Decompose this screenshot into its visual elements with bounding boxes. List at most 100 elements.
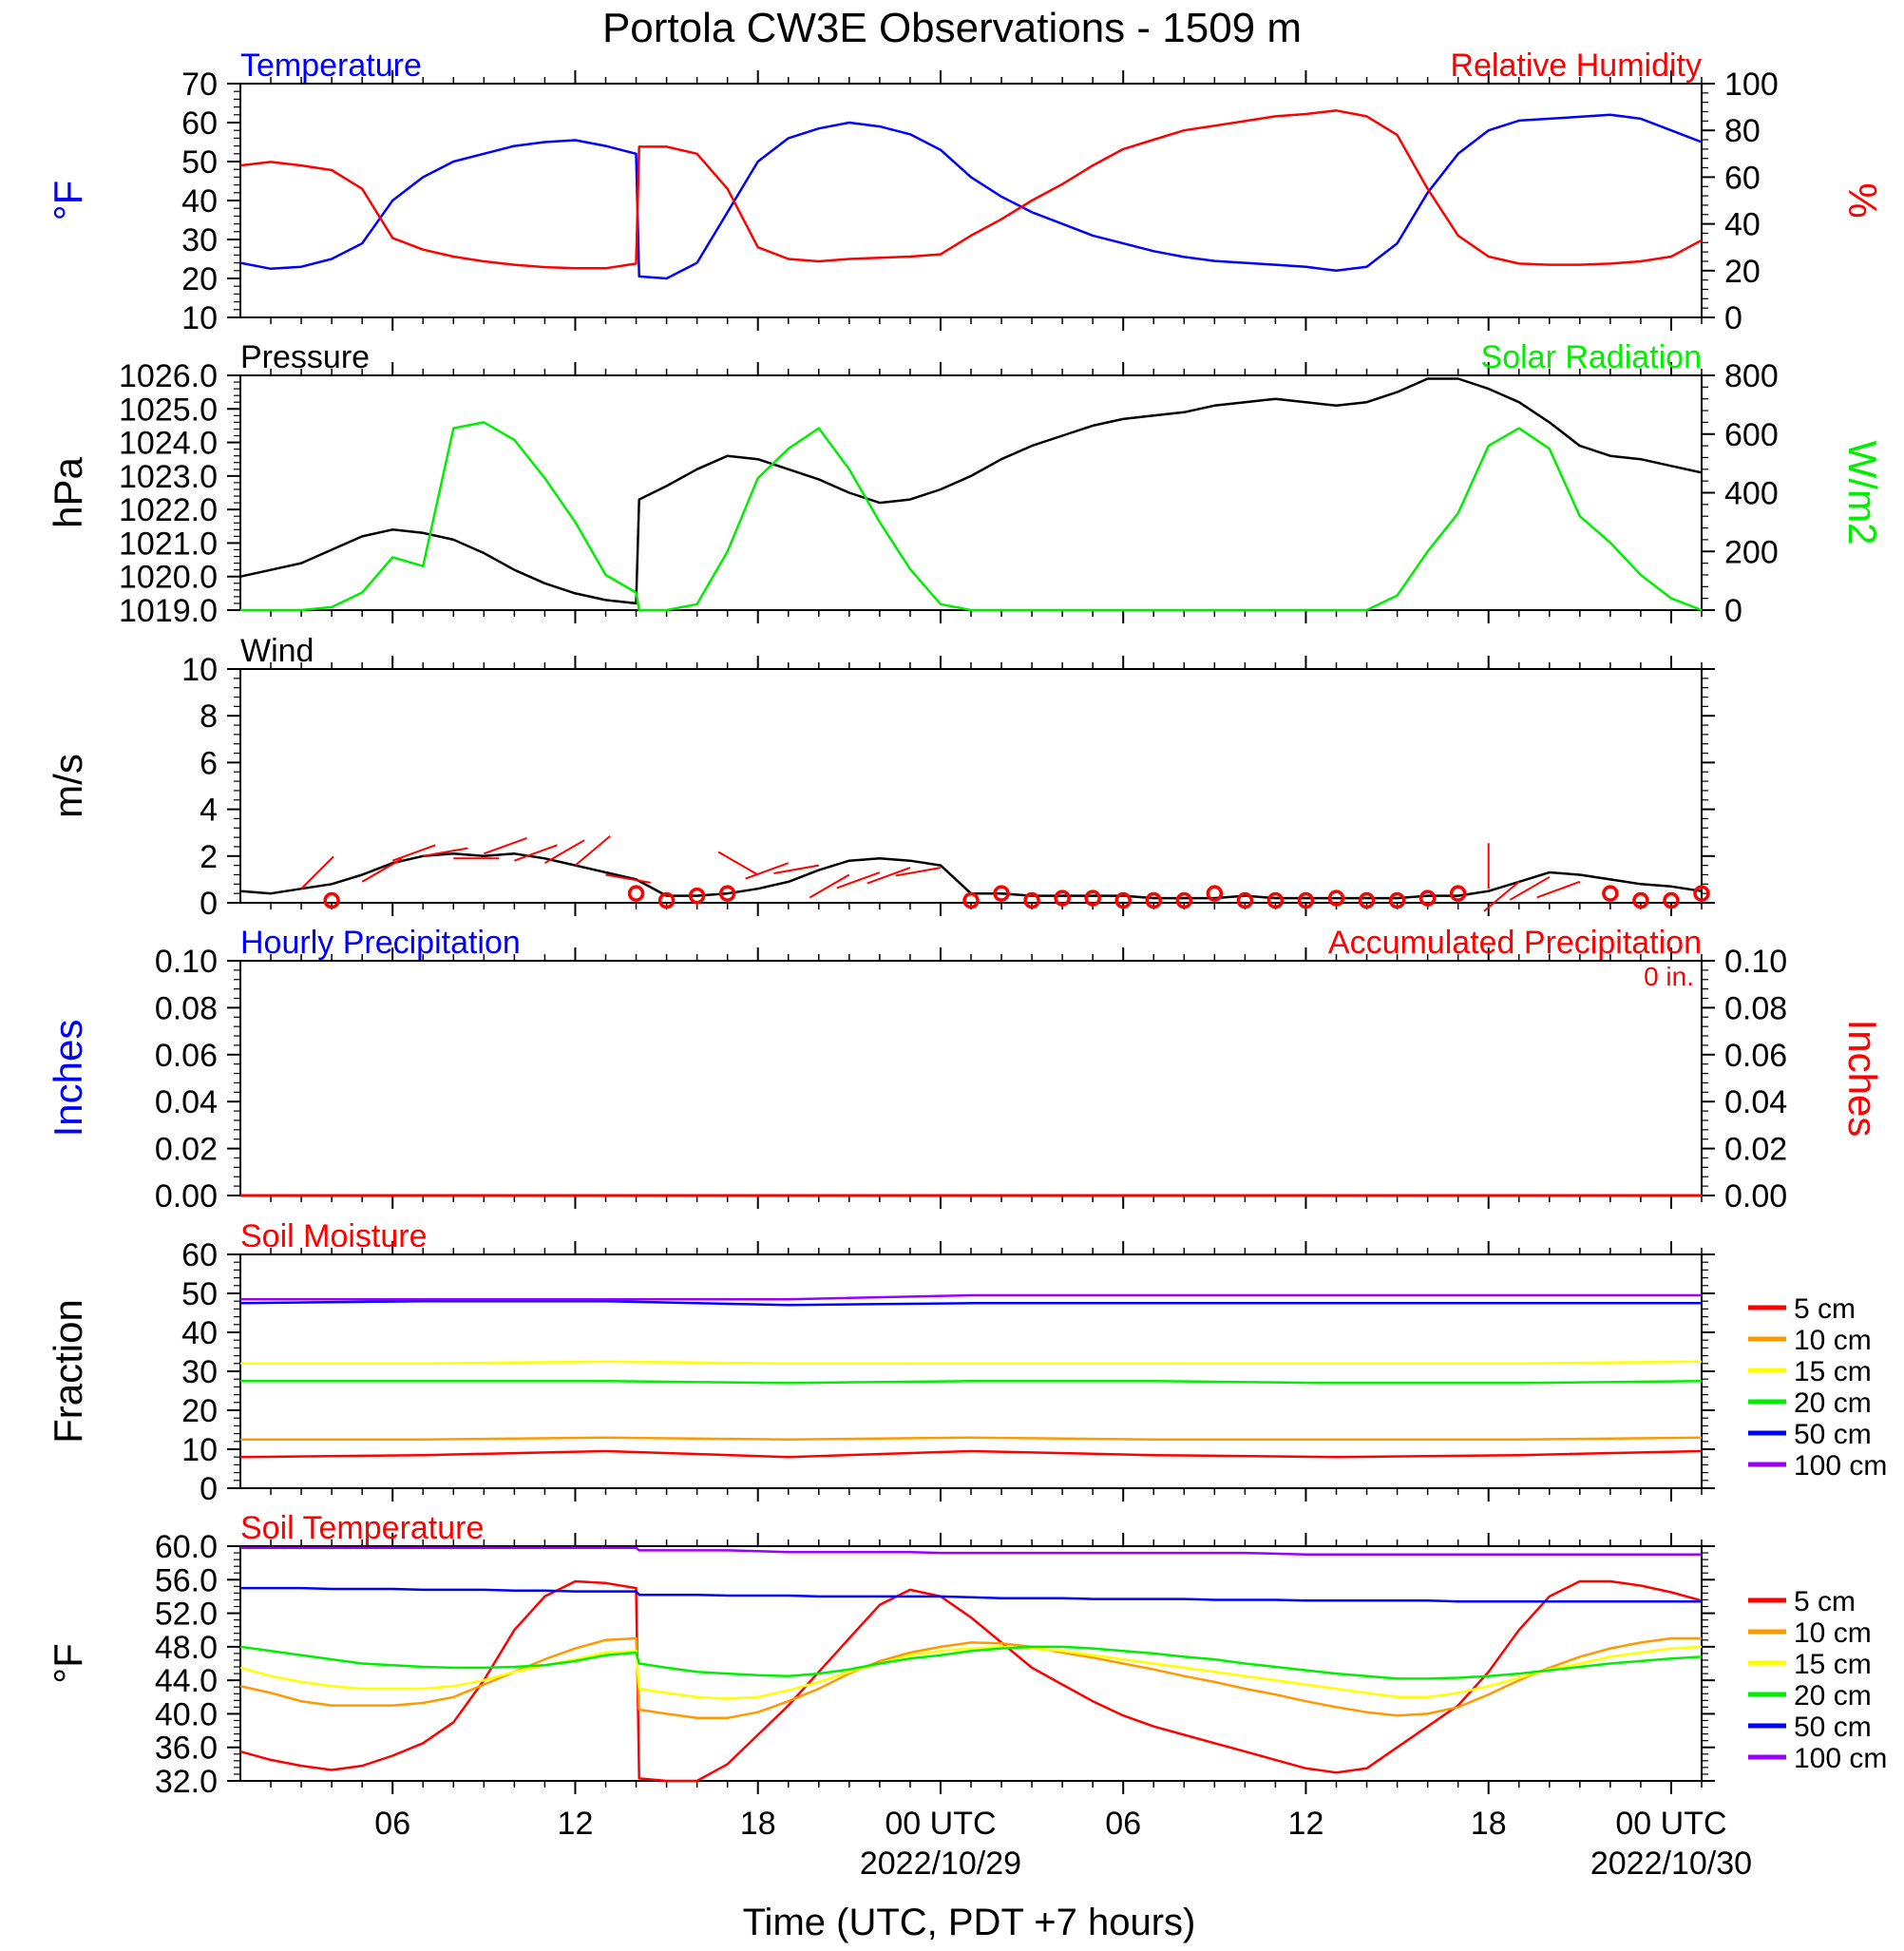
legend-label: 10 cm — [1794, 1617, 1872, 1649]
y-left-tick-label: 40 — [181, 1315, 218, 1351]
wind-calm-marker — [1084, 889, 1101, 907]
y-left-tick-label: 1024.0 — [119, 426, 218, 462]
wind-barb — [300, 855, 334, 889]
y-left-tick-label: 1019.0 — [119, 593, 218, 629]
wind-calm-marker — [1358, 891, 1376, 909]
x-axis-label: Time (UTC, PDT +7 hours) — [743, 1902, 1196, 1943]
legend-label: 10 cm — [1794, 1325, 1872, 1356]
y-left-axis-label: °F — [46, 1643, 90, 1683]
wind-barb — [605, 873, 651, 884]
y-left-tick-label: 0.00 — [155, 1178, 218, 1215]
series-relative-humidity — [239, 109, 1703, 270]
legend-label: 100 cm — [1794, 1743, 1887, 1774]
panel-title-left: Pressure — [240, 339, 370, 375]
wind-calm-marker — [1054, 889, 1071, 907]
series-10-cm — [239, 1636, 1702, 1720]
panel-title-left: Hourly Precipitation — [240, 925, 521, 961]
wind-calm-marker — [627, 885, 645, 902]
x-date-label: 2022/10/29 — [860, 1846, 1021, 1882]
legend-label: 100 cm — [1794, 1450, 1887, 1482]
series-15-cm — [240, 1360, 1703, 1366]
panel-2: 1026.01025.01024.01023.01022.01021.01020… — [46, 339, 1885, 629]
y-left-axis-label: hPa — [46, 456, 90, 527]
wind-calm-marker — [1602, 885, 1619, 902]
y-right-tick-label: 0.02 — [1724, 1132, 1787, 1168]
y-right-tick-label: 60 — [1724, 160, 1761, 196]
y-right-tick-label: 0 — [1724, 300, 1742, 336]
y-left-tick-label: 50 — [181, 1276, 218, 1312]
plot-frame — [239, 374, 1703, 611]
y-left-tick-label: 40.0 — [155, 1696, 218, 1732]
wind-calm-marker — [1693, 885, 1710, 902]
plot-frame — [239, 1545, 1703, 1782]
legend-label: 50 cm — [1794, 1419, 1872, 1450]
y-left-tick-label: 20 — [181, 261, 218, 297]
legend-label: 20 cm — [1794, 1387, 1872, 1419]
wind-barb — [543, 839, 585, 865]
legend-label: 5 cm — [1794, 1586, 1856, 1617]
x-tick-label: 06 — [1105, 1806, 1141, 1842]
y-right-tick-label: 0.06 — [1724, 1038, 1787, 1074]
legend-label: 20 cm — [1794, 1680, 1872, 1712]
y-left-tick-label: 44.0 — [155, 1663, 218, 1699]
y-left-tick-label: 1022.0 — [119, 492, 218, 528]
panel-title-left: Soil Moisture — [240, 1218, 428, 1254]
panel-title-right: Relative Humidity — [1450, 48, 1702, 84]
y-left-tick-label: 32.0 — [155, 1764, 218, 1800]
y-right-tick-label: 0.08 — [1724, 990, 1787, 1026]
panel-3: 10 8 6 4 2 0 Wind m/s — [46, 633, 1715, 922]
panel-title-right: Accumulated Precipitation — [1328, 925, 1702, 961]
y-left-axis-label: Inches — [46, 1020, 90, 1138]
y-left-tick-label: 60.0 — [155, 1529, 218, 1565]
y-left-tick-label: 10 — [181, 1432, 218, 1468]
wind-barb — [1483, 881, 1520, 912]
x-tick-label: 12 — [558, 1806, 594, 1842]
y-left-tick-label: 30 — [181, 1354, 218, 1390]
panel-6: 60.056.052.048.044.040.036.032.0 Soil Tem… — [46, 1510, 1887, 1800]
y-left-tick-label: 0 — [200, 1471, 218, 1507]
y-right-axis-label: W/m2 — [1840, 441, 1885, 545]
y-left-tick-label: 1025.0 — [119, 392, 218, 428]
y-left-tick-label: 1020.0 — [119, 560, 218, 596]
plot-frame — [239, 668, 1703, 904]
legend-label: 15 cm — [1794, 1356, 1872, 1387]
y-left-tick-label: 60 — [181, 1237, 218, 1273]
series-20-cm — [240, 1380, 1703, 1385]
series-15-cm — [239, 1645, 1703, 1700]
wind-calm-marker — [323, 891, 340, 909]
series-pressure — [239, 377, 1703, 605]
wind-calm-marker — [1145, 891, 1162, 909]
y-left-tick-label: 6 — [200, 745, 218, 781]
x-tick-label: 00 UTC — [885, 1806, 996, 1842]
wind-calm-marker — [1236, 891, 1254, 909]
y-left-tick-label: 2 — [200, 839, 218, 875]
y-right-tick-label: 0.04 — [1724, 1084, 1787, 1120]
x-tick-label: 06 — [374, 1806, 410, 1842]
y-left-tick-label: 60 — [181, 105, 218, 142]
precip-total-annotation: 0 in. — [1644, 962, 1694, 991]
panel-title-right: Solar Radiation — [1481, 339, 1702, 375]
legend-label: 5 cm — [1794, 1293, 1856, 1325]
y-left-tick-label: 0.02 — [155, 1132, 218, 1168]
wind-calm-marker — [1266, 891, 1285, 909]
y-right-tick-label: 400 — [1724, 476, 1779, 512]
series-100-cm — [240, 1546, 1702, 1557]
series-20-cm — [239, 1645, 1703, 1680]
y-right-tick-label: 40 — [1724, 207, 1761, 243]
series-50-cm — [239, 1299, 1702, 1307]
y-left-tick-label: 50 — [181, 144, 218, 181]
series-solar-radiation — [240, 421, 1703, 612]
wind-barb — [895, 867, 942, 877]
plot-frame — [239, 83, 1703, 318]
wind-barb — [745, 862, 790, 880]
wind-calm-marker — [657, 891, 676, 909]
y-left-tick-label: 0 — [200, 886, 218, 922]
wind-calm-marker — [1327, 889, 1345, 907]
y-left-axis-label: m/s — [46, 754, 90, 818]
wind-barb — [423, 847, 468, 857]
y-right-tick-label: 200 — [1724, 534, 1779, 570]
y-left-tick-label: 48.0 — [155, 1630, 218, 1666]
y-left-tick-label: 0.06 — [155, 1038, 218, 1074]
y-left-tick-label: 10 — [181, 300, 218, 336]
y-left-tick-label: 0.10 — [155, 944, 218, 980]
